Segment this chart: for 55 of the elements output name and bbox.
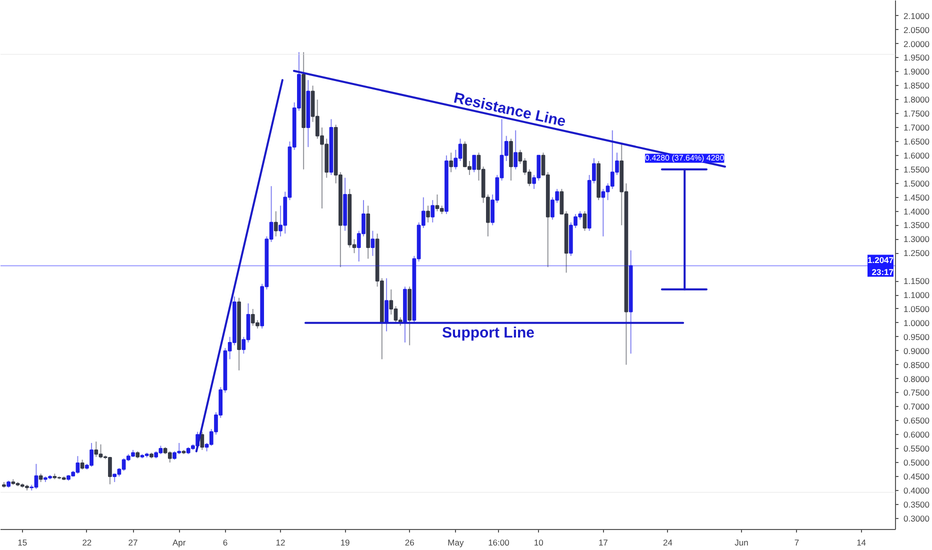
y-tick-label: 0.8000 xyxy=(904,374,930,384)
y-tick-label: 0.3500 xyxy=(904,499,930,510)
x-tick-label: Jun xyxy=(734,538,749,548)
y-tick-label: 0.5000 xyxy=(904,458,930,468)
y-tick-label: 1.8000 xyxy=(904,94,930,105)
y-tick-label: 2.0500 xyxy=(904,24,930,35)
x-tick-label: 14 xyxy=(856,538,866,548)
y-tick-label: 1.5000 xyxy=(904,178,930,188)
y-tick-label: 1.6500 xyxy=(904,136,930,146)
y-tick-label: 0.3000 xyxy=(904,513,930,524)
y-tick-label: 1.1500 xyxy=(904,276,930,286)
y-tick-label: 1.2500 xyxy=(904,248,930,258)
ref-line-label: 1.2047 23:17 xyxy=(868,254,894,277)
x-tick-label: 26 xyxy=(404,538,415,548)
y-tick-label: 2.1000 xyxy=(904,10,930,21)
y-tick-label: 1.9500 xyxy=(904,52,930,63)
y-tick-label: 1.5500 xyxy=(904,164,930,174)
x-tick-label: 24 xyxy=(662,538,673,548)
y-tick-label: 2.0000 xyxy=(904,38,930,49)
x-tick-label: 17 xyxy=(598,538,608,548)
y-tick-label: 0.7000 xyxy=(904,402,930,412)
x-tick-label: 16:00 xyxy=(488,538,510,548)
x-tick-label: 19 xyxy=(340,538,350,548)
y-tick-label: 0.8500 xyxy=(904,360,930,370)
y-tick-label: 1.1000 xyxy=(904,290,930,300)
y-tick-label: 1.9000 xyxy=(904,66,930,77)
x-tick-label: 22 xyxy=(82,538,92,548)
y-tick-label: 1.0500 xyxy=(904,304,930,314)
y-tick-label: 1.0000 xyxy=(904,318,930,328)
y-tick-label: 1.4000 xyxy=(904,206,930,216)
y-tick-label: 0.9500 xyxy=(904,332,930,342)
y-tick-label: 0.7500 xyxy=(904,388,930,398)
y-tick-label: 1.4500 xyxy=(904,192,930,202)
y-tick-label: 1.8500 xyxy=(904,80,930,91)
y-tick-label: 1.6000 xyxy=(904,150,930,160)
y-tick-label: 0.6000 xyxy=(904,430,930,440)
y-tick-label: 0.4500 xyxy=(904,471,930,482)
x-tick-label: 12 xyxy=(276,538,286,548)
annotation: 0.4280 (37.64%) 4280 xyxy=(645,154,725,163)
y-tick-label: 1.3000 xyxy=(904,234,930,244)
x-tick-label: 27 xyxy=(128,538,138,548)
x-tick-label: May xyxy=(448,538,464,548)
x-tick-label: 6 xyxy=(222,538,228,548)
x-tick-label: Apr xyxy=(172,538,186,548)
y-tick-label: 0.4000 xyxy=(904,485,930,496)
y-tick-label: 1.7500 xyxy=(904,108,930,119)
y-tick-label: 1.7000 xyxy=(904,122,930,133)
x-tick-label: 15 xyxy=(18,538,28,548)
annotation: Support Line xyxy=(442,324,535,342)
x-tick-label: 10 xyxy=(534,538,544,548)
y-tick-label: 0.9000 xyxy=(904,346,930,356)
y-tick-label: 0.5500 xyxy=(904,444,930,454)
x-tick-label: 7 xyxy=(794,538,800,548)
y-tick-label: 0.6500 xyxy=(904,416,930,426)
y-tick-label: 1.3500 xyxy=(904,220,930,230)
